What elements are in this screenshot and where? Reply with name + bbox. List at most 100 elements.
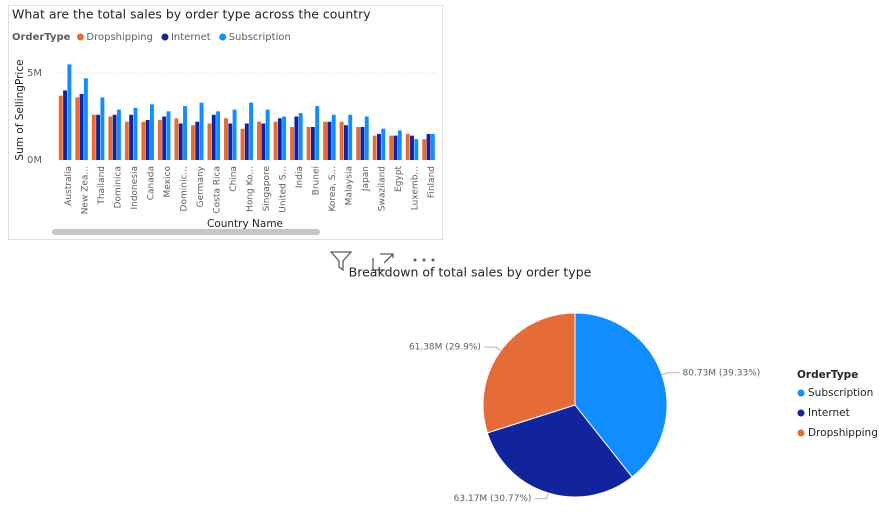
bar (199, 102, 204, 160)
bar (129, 114, 134, 160)
filter-icon[interactable] (329, 251, 353, 272)
x-tick-label: Japan (361, 166, 371, 192)
bar (339, 121, 344, 160)
bar (277, 118, 282, 160)
bar (190, 125, 195, 160)
legend-marker (219, 33, 227, 41)
legend-title: OrderType (797, 369, 858, 381)
y-tick-label: 0M (27, 155, 42, 166)
leader-line (483, 346, 501, 352)
bar (364, 116, 369, 160)
bar (232, 109, 237, 160)
y-axis-label: Sum of SellingPrice (14, 59, 26, 160)
bar (306, 126, 311, 160)
x-tick-label: Canada (146, 166, 156, 200)
x-tick-label: New Zea... (80, 166, 90, 214)
more-options[interactable] (413, 258, 435, 262)
bar (265, 109, 270, 160)
bar (124, 121, 129, 160)
x-tick-label: Swaziland (378, 166, 388, 211)
bar (389, 135, 394, 160)
x-tick-label: India (295, 166, 305, 188)
bar (150, 104, 154, 160)
bar (145, 120, 150, 160)
x-tick-label: United S... (279, 166, 289, 213)
data-label: 61.38M (29.9%) (409, 343, 481, 353)
legend-label: Subscription (229, 32, 291, 43)
bar (343, 125, 348, 160)
chart-title: Breakdown of total sales by order type (349, 265, 592, 280)
x-axis-label: Country Name (207, 218, 283, 230)
bar (63, 90, 68, 160)
bar (381, 128, 386, 160)
legend-label: Dropshipping (86, 32, 153, 43)
bar (377, 133, 381, 160)
bar (133, 107, 138, 160)
bar (91, 114, 96, 160)
bar (310, 126, 315, 160)
bar (141, 121, 146, 160)
bar (162, 116, 167, 160)
x-tick-label: Brunei (312, 166, 322, 195)
bar (211, 114, 216, 160)
bar (282, 116, 287, 160)
x-tick-label: Egypt (394, 166, 404, 192)
bar (166, 111, 171, 160)
x-tick-label: Luxemb... (411, 166, 421, 210)
bar (79, 93, 84, 160)
bar (315, 106, 320, 160)
visual-header-icons (329, 251, 394, 272)
pie-slice (574, 312, 668, 478)
x-tick-label: China (229, 166, 239, 192)
bar (331, 114, 336, 160)
bar (96, 114, 101, 160)
bar (261, 123, 266, 160)
leader-line (534, 492, 549, 500)
bar (327, 121, 332, 160)
x-tick-label: Mexico (163, 166, 173, 198)
bar (58, 95, 63, 160)
legend-marker (797, 409, 805, 417)
bar (422, 139, 427, 160)
bar (410, 135, 414, 160)
x-tick-label: Costa Rica (212, 166, 222, 214)
bar (249, 102, 254, 160)
bar (174, 118, 179, 160)
bar (290, 126, 295, 160)
bar (244, 123, 249, 160)
x-tick-label: Germany (196, 165, 206, 207)
bar (430, 133, 435, 160)
bar (224, 118, 228, 160)
bar (348, 114, 353, 160)
bar (273, 121, 278, 160)
bar (195, 121, 200, 160)
bar (67, 64, 72, 160)
x-tick-label: Malaysia (345, 166, 355, 205)
bar (372, 135, 377, 160)
data-label: 80.73M (39.33%) (683, 368, 761, 378)
x-tick-label: Dominic... (179, 166, 189, 211)
bar (108, 116, 113, 160)
x-tick-label: Singapore (262, 166, 272, 212)
bar (100, 97, 105, 160)
bar (228, 123, 233, 160)
legend-label: Internet (171, 32, 211, 43)
bar (83, 78, 88, 160)
bar (405, 133, 410, 160)
y-tick-label: 5M (27, 68, 42, 79)
legend-marker (797, 429, 805, 437)
data-label: 63.17M (30.77%) (454, 494, 532, 504)
x-tick-label: Thailand (97, 166, 107, 206)
bar (116, 109, 121, 160)
pie-slice (486, 404, 633, 498)
leader-line (661, 372, 680, 376)
focus-icon[interactable] (372, 253, 394, 271)
bar (360, 126, 365, 160)
x-tick-label: Finland (427, 166, 437, 198)
bar (183, 106, 187, 160)
scrollbar[interactable] (52, 229, 320, 235)
bar (157, 120, 162, 160)
legend-label: Internet (808, 407, 850, 419)
